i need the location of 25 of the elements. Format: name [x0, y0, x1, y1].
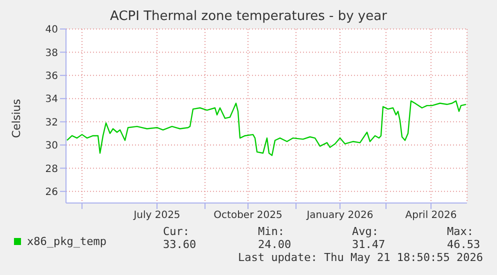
y-tick-label: 40 — [45, 24, 58, 36]
text: Cur: — [163, 225, 190, 238]
text: Avg: — [352, 225, 378, 238]
y-tick-label: 32 — [45, 117, 58, 128]
text: Min: — [258, 225, 284, 238]
x-tick-label: October 2025 — [214, 210, 282, 222]
chart-title: ACPI Thermal zone temperatures - by year — [109, 9, 388, 24]
x-tick-label: January 2026 — [306, 210, 374, 222]
y-tick-label: 36 — [45, 70, 58, 82]
text: 24.00 — [258, 238, 292, 251]
y-tick-label: 38 — [45, 48, 58, 59]
text: 31.47 — [352, 238, 386, 251]
text: 33.60 — [163, 238, 196, 251]
y-tick-label: 34 — [45, 94, 58, 106]
text: 46.53 — [447, 238, 480, 251]
x-tick-label: July 2025 — [132, 210, 180, 222]
line-series — [66, 100, 467, 156]
y-tick-label: 30 — [45, 140, 58, 152]
y-tick-label: 28 — [45, 164, 58, 175]
y-tick-label: 26 — [45, 186, 58, 198]
legend-label: x86_pkg_temp — [27, 235, 106, 248]
text: Max: — [447, 225, 474, 238]
y-axis-title: Celsius — [10, 99, 24, 138]
text: Last update: Thu May 21 18:50:55 2026 — [238, 251, 483, 264]
x-tick-label: April 2026 — [405, 210, 457, 222]
